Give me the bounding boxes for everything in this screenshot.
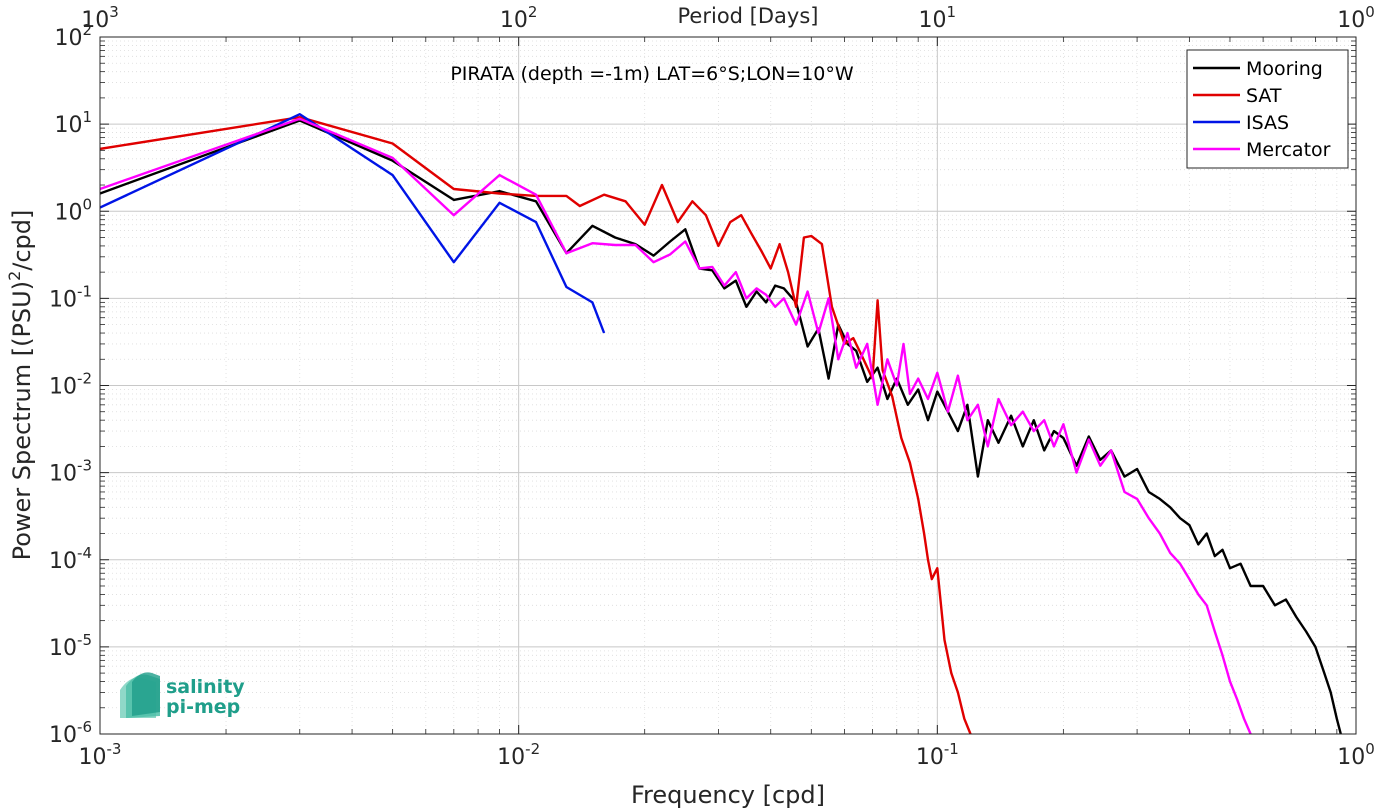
- salinity-pimep-logo: salinity pi-mep: [120, 672, 245, 718]
- y-tick-label-exp: -2: [77, 370, 92, 388]
- legend-label-isas: ISAS: [1246, 112, 1289, 134]
- y-tick-label-exp: -1: [77, 282, 92, 300]
- top-tick-label-base: 10: [919, 8, 947, 33]
- y-tick-label: 10-1: [49, 282, 92, 312]
- y-axis-title-main: Power Spectrum [(PSU): [8, 281, 36, 560]
- y-tick-label: 102: [54, 21, 92, 51]
- top-tick-label: 101: [919, 3, 957, 33]
- x-tick-label-base: 10: [79, 745, 107, 770]
- top-axis-title: Period [Days]: [678, 4, 819, 28]
- logo-waves-icon: [120, 672, 160, 718]
- y-tick-label-base: 10: [49, 462, 77, 487]
- x-tick-label-exp: -2: [525, 740, 540, 758]
- series-line-mooring: [100, 119, 1342, 734]
- y-tick-label-base: 10: [49, 549, 77, 574]
- y-tick-label: 100: [54, 195, 92, 225]
- y-tick-label-exp: -5: [77, 631, 92, 649]
- x-tick-label-exp: 0: [1365, 740, 1375, 758]
- top-tick-label-base: 10: [500, 8, 528, 33]
- x-tick-label-base: 10: [1337, 745, 1365, 770]
- series-line-isas: [100, 112, 606, 334]
- y-tick-label: 10-2: [49, 370, 92, 400]
- chart-title: PIRATA (depth =-1m) LAT=6°S;LON=10°W: [450, 63, 854, 85]
- y-tick-label-base: 10: [54, 26, 82, 51]
- y-axis-title: Power Spectrum [(PSU)2/cpd]: [5, 210, 36, 561]
- y-tick-label-base: 10: [49, 287, 77, 312]
- y-tick-label: 101: [54, 108, 92, 138]
- top-tick-label: 100: [1337, 3, 1375, 33]
- x-tick-label: 10-3: [79, 740, 122, 770]
- y-tick-label-base: 10: [54, 113, 82, 138]
- y-axis-title-sup: 2: [5, 271, 24, 281]
- top-tick-label-base: 10: [81, 8, 109, 33]
- y-tick-label-exp: -3: [77, 457, 92, 475]
- legend-label-mooring: Mooring: [1246, 58, 1323, 80]
- x-tick-label-exp: -1: [944, 740, 959, 758]
- y-tick-label: 10-5: [49, 631, 92, 661]
- y-tick-label: 10-6: [49, 718, 92, 748]
- top-tick-label-base: 10: [1337, 8, 1365, 33]
- top-tick-label: 102: [500, 3, 538, 33]
- top-tick-label-exp: 3: [109, 3, 119, 21]
- logo-text-line2: pi-mep: [166, 696, 240, 718]
- y-tick-label-exp: 1: [82, 108, 92, 126]
- ticks-layer: [99, 36, 1357, 735]
- x-tick-label: 100: [1337, 740, 1375, 770]
- y-tick-label-base: 10: [54, 200, 82, 225]
- x-axis-title: Frequency [cpd]: [631, 781, 825, 809]
- logo-text-line1: salinity: [166, 676, 245, 698]
- y-tick-label-base: 10: [49, 636, 77, 661]
- y-tick-label-exp: 0: [82, 195, 92, 213]
- legend-label-mercator: Mercator: [1246, 139, 1331, 161]
- y-tick-label: 10-4: [49, 544, 92, 574]
- top-tick-label: 103: [81, 3, 119, 33]
- y-tick-label-base: 10: [49, 375, 77, 400]
- series-line-mercator: [100, 117, 1252, 734]
- x-tick-label-base: 10: [497, 745, 525, 770]
- x-tick-label: 10-1: [916, 740, 959, 770]
- top-tick-label-exp: 1: [947, 3, 957, 21]
- series-line-sat: [100, 115, 972, 734]
- y-tick-label-exp: -4: [77, 544, 92, 562]
- y-tick-label: 10-3: [49, 457, 92, 487]
- x-tick-label-exp: -3: [107, 740, 122, 758]
- y-tick-label-exp: 2: [82, 21, 92, 39]
- top-tick-label-exp: 2: [528, 3, 538, 21]
- y-axis-title-tail: /cpd]: [8, 210, 36, 271]
- x-tick-label-base: 10: [916, 745, 944, 770]
- x-tick-label: 10-2: [497, 740, 540, 770]
- y-tick-label-base: 10: [49, 723, 77, 748]
- legend-label-sat: SAT: [1246, 85, 1282, 107]
- legend: Mooring SAT ISAS Mercator: [1186, 49, 1349, 169]
- y-tick-label-exp: -6: [77, 718, 92, 736]
- top-tick-label-exp: 0: [1365, 3, 1375, 21]
- series-layer: [100, 112, 1342, 734]
